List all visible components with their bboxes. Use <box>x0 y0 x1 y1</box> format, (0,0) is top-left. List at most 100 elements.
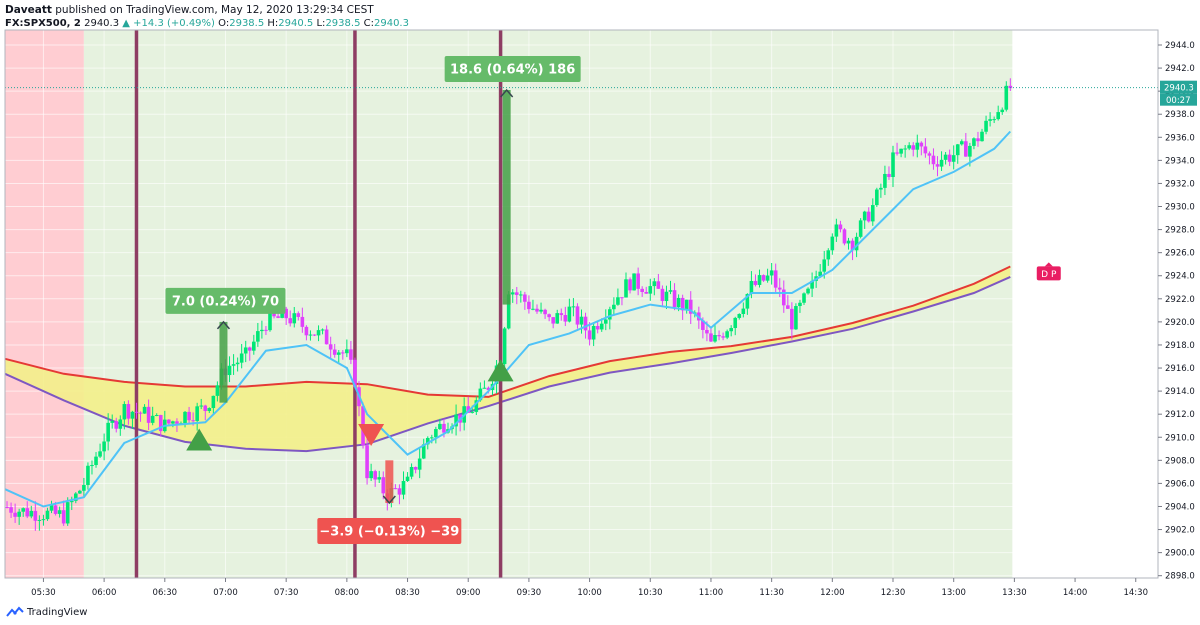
candle-up <box>506 294 511 329</box>
candle-up <box>235 362 240 365</box>
candle-up <box>29 510 34 517</box>
candle-up <box>891 152 895 178</box>
candle-down <box>672 290 677 308</box>
candle-up <box>78 490 82 494</box>
candle-down <box>13 512 17 517</box>
candle-down <box>583 316 588 331</box>
candle-down <box>373 471 377 480</box>
candle-up <box>745 294 750 309</box>
candle-down <box>705 329 709 334</box>
x-tick-label: 10:00 <box>577 588 602 598</box>
price-change: +14.3 (+0.49%) <box>133 18 215 29</box>
candle-up <box>858 220 863 237</box>
candle-up <box>377 477 382 480</box>
candle-up <box>73 493 78 501</box>
y-tick-label: 2912.0 <box>1165 410 1195 420</box>
candle-down <box>442 423 446 433</box>
tradingview-brand[interactable]: TradingView <box>27 606 88 618</box>
y-tick-label: 2934.0 <box>1165 156 1195 166</box>
x-tick-label: 11:30 <box>759 588 784 598</box>
candle-up <box>106 422 110 442</box>
candle-up <box>292 313 297 324</box>
low-label: L: <box>316 18 326 29</box>
candle-down <box>773 270 778 288</box>
candle-up <box>243 347 248 354</box>
candle-down <box>514 292 519 295</box>
candle-up <box>430 437 434 439</box>
candle-up <box>1004 85 1009 110</box>
candle-up <box>988 119 992 121</box>
candle-down <box>931 155 936 165</box>
candle-down <box>895 152 899 154</box>
candle-down <box>781 289 786 306</box>
high-value: 2940.5 <box>278 18 314 29</box>
countdown-label: 00:27 <box>1166 96 1191 106</box>
triangle-down-icon <box>358 423 385 446</box>
candle-up <box>454 414 458 427</box>
candle-up <box>959 141 964 145</box>
y-tick-label: 2926.0 <box>1165 249 1195 259</box>
candle-up <box>806 288 810 294</box>
candle-up <box>684 299 689 311</box>
candle-up <box>951 155 956 162</box>
countdown-badge <box>1160 93 1197 106</box>
y-tick-label: 2938.0 <box>1165 110 1195 120</box>
candle-up <box>737 314 742 318</box>
y-tick-label: 2908.0 <box>1165 456 1195 466</box>
dp-label-box <box>1036 266 1061 281</box>
candle-up <box>98 451 102 457</box>
candle-down <box>887 173 891 178</box>
candle-up <box>45 510 50 520</box>
candle-down <box>688 299 693 314</box>
x-tick-label: 08:00 <box>335 588 360 598</box>
candle-down <box>203 405 208 412</box>
candle-up <box>862 211 867 221</box>
candle-up <box>21 508 26 512</box>
candle-up <box>741 308 746 315</box>
low-value: 2938.5 <box>325 18 361 29</box>
candle-up <box>624 279 628 298</box>
candle-up <box>69 500 74 503</box>
candle-down <box>777 287 782 290</box>
candle-up <box>320 329 325 331</box>
candle-up <box>37 519 42 521</box>
candle-up <box>980 131 984 142</box>
candle-up <box>90 465 94 467</box>
candle-up <box>41 519 46 521</box>
candle-down <box>527 301 531 310</box>
candle-up <box>409 467 414 477</box>
candle-down <box>701 320 705 330</box>
candle-up <box>345 349 349 354</box>
open-value: 2938.5 <box>229 18 265 29</box>
candle-up <box>769 270 774 276</box>
ema-band-bottom-line <box>4 275 1011 453</box>
candle-up <box>308 334 313 336</box>
candle-up <box>794 306 798 330</box>
arrow-down-icon <box>382 495 396 505</box>
candle-down <box>413 467 418 470</box>
candle-down <box>636 273 640 289</box>
author-name[interactable]: Daveatt <box>5 4 52 16</box>
trade-label: 7.0 (0.24%) 70 <box>172 294 279 309</box>
candle-down <box>288 318 293 324</box>
x-tick-label: 14:00 <box>1063 588 1088 598</box>
candle-up <box>336 352 341 355</box>
candle-up <box>256 331 260 342</box>
candle-down <box>1008 85 1013 89</box>
candle-up <box>425 437 430 445</box>
candle-down <box>947 154 952 162</box>
candle-up <box>227 365 232 376</box>
y-tick-label: 2898.0 <box>1165 572 1195 582</box>
tradingview-logo-icon[interactable] <box>6 606 24 618</box>
candle-up <box>943 154 948 160</box>
candle-up <box>405 476 410 482</box>
symbol-label[interactable]: FX:SPX500, 2 <box>5 18 81 29</box>
arrow-up-icon <box>216 320 231 330</box>
y-tick-label: 2918.0 <box>1165 341 1195 351</box>
ema-band-top-line <box>4 265 1011 398</box>
trade-label-box <box>444 55 581 82</box>
candle-up <box>907 145 911 149</box>
candle-down <box>543 309 547 315</box>
candle-up <box>215 385 220 396</box>
